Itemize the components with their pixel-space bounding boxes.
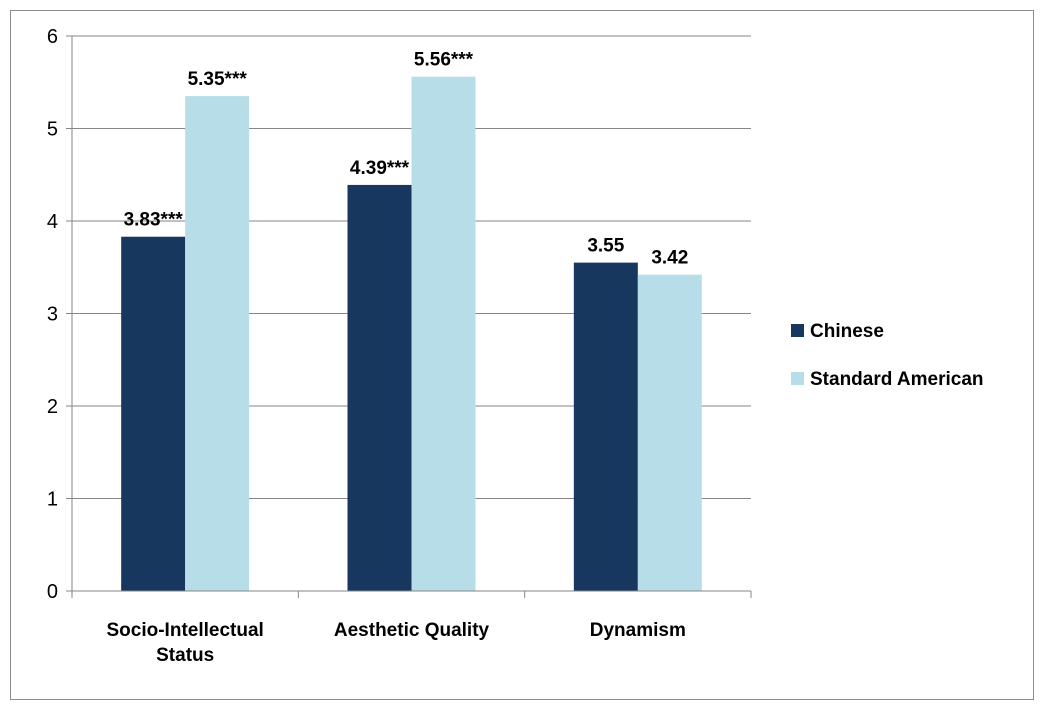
y-tick-label: 4 xyxy=(47,211,58,233)
bars xyxy=(121,76,702,592)
x-category-label-line: Socio-Intellectual xyxy=(107,620,264,641)
bar-chinese xyxy=(347,184,412,592)
bar-chinese xyxy=(121,236,186,591)
data-label: 3.55 xyxy=(587,236,624,257)
x-category-label: Aesthetic Quality xyxy=(334,620,490,641)
data-label: 5.35*** xyxy=(188,69,248,90)
x-category-label: Socio-Intellectual Status xyxy=(107,620,264,666)
legend-swatch-standard-american xyxy=(791,372,804,385)
bar-standard-american xyxy=(637,274,702,591)
y-tick-label: 0 xyxy=(47,581,58,603)
bar-standard-american xyxy=(185,96,250,591)
y-tick-label: 6 xyxy=(47,26,58,48)
data-label: 5.56*** xyxy=(414,50,474,71)
data-labels: 3.83*** 5.35*** 4.39*** 5.56*** 3.55 3.42 xyxy=(124,50,689,269)
bar-chart: 0 1 2 3 4 5 6 Socio-Intellectual Status Aesthetic… xyxy=(47,26,984,666)
axes: 0 1 2 3 4 5 6 Socio-Intellectual Status Aesthetic… xyxy=(47,26,752,666)
legend-swatch-chinese xyxy=(791,324,804,337)
y-tick-label: 2 xyxy=(47,396,58,418)
legend-label: Chinese xyxy=(810,321,884,342)
bar-standard-american xyxy=(411,76,476,591)
chart-frame: 0 1 2 3 4 5 6 Socio-Intellectual Status Aesthetic… xyxy=(10,10,1034,700)
bar-chinese xyxy=(573,262,638,591)
legend-label: Standard American xyxy=(810,369,984,390)
x-category-label: Dynamism xyxy=(590,620,686,641)
data-label: 3.42 xyxy=(651,248,688,269)
data-label: 4.39*** xyxy=(350,158,410,179)
y-tick-label: 3 xyxy=(47,304,58,326)
x-category-label-line: Aesthetic Quality xyxy=(334,620,490,641)
y-tick-label: 1 xyxy=(47,489,58,511)
x-category-label-line: Status xyxy=(156,645,214,666)
y-tick-label: 5 xyxy=(47,119,58,141)
data-label: 3.83*** xyxy=(124,210,184,231)
legend: Chinese Standard American xyxy=(791,321,984,390)
x-category-label-line: Dynamism xyxy=(590,620,686,641)
